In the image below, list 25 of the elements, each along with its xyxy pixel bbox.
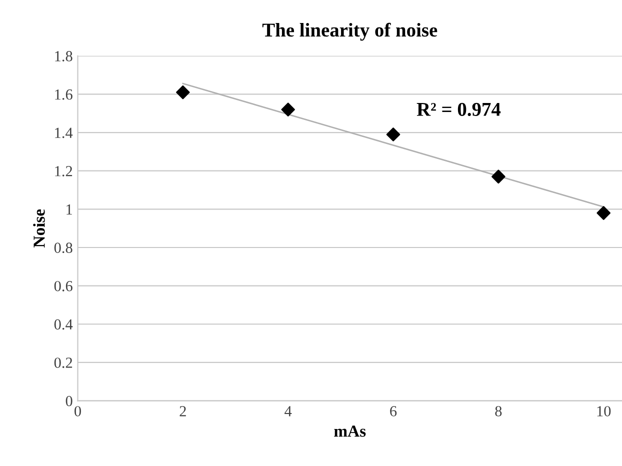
y-tick-label: 1 — [66, 204, 72, 214]
y-tick-label: 0.8 — [54, 242, 72, 254]
point — [386, 128, 400, 142]
point — [176, 85, 190, 100]
y-tick-label: 0.6 — [54, 280, 72, 292]
annotation: R² = 0.974 — [416, 102, 501, 116]
y-tick-label: 0.4 — [54, 319, 73, 330]
point — [596, 206, 610, 220]
y-tick-label: 1.6 — [55, 89, 72, 100]
y-tick-label: 1.2 — [55, 166, 72, 176]
point — [281, 102, 295, 116]
x-tick-label: 10 — [597, 406, 611, 416]
x-tick-label: 6 — [390, 406, 397, 416]
y-tick-label: 0.2 — [54, 358, 72, 368]
x-tick-label: 8 — [495, 406, 502, 416]
x-tick-label: 0 — [74, 406, 81, 416]
x-tick-label: 4 — [284, 406, 292, 416]
y-axis-title: Noise — [33, 209, 45, 248]
y-tick-label: 1.8 — [55, 51, 72, 62]
y-tick-label: 0 — [66, 396, 72, 406]
x-tick-label: 2 — [180, 406, 186, 416]
chart-title: The linearity of noise — [262, 22, 438, 41]
y-tick-label: 1.4 — [55, 128, 73, 138]
x-axis-title: mAs — [334, 426, 366, 437]
point — [492, 170, 506, 184]
